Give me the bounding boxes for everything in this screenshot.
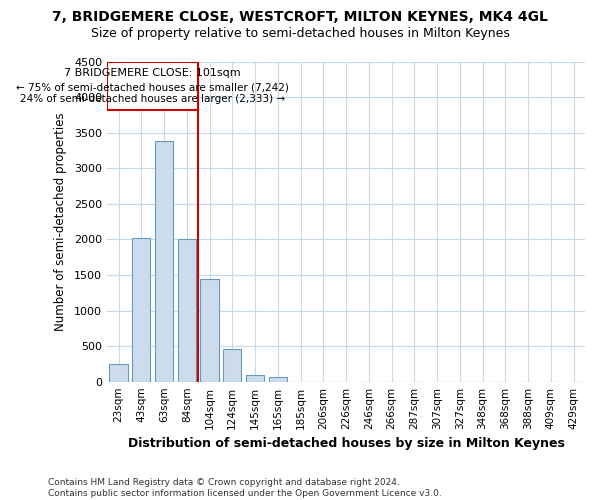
Text: 7 BRIDGEMERE CLOSE: 101sqm: 7 BRIDGEMERE CLOSE: 101sqm: [64, 68, 241, 78]
Bar: [132, 238, 151, 382]
Bar: [107, 62, 198, 110]
Bar: [269, 378, 287, 382]
Text: 24% of semi-detached houses are larger (2,333) →: 24% of semi-detached houses are larger (…: [20, 94, 285, 104]
Text: Contains HM Land Registry data © Crown copyright and database right 2024.
Contai: Contains HM Land Registry data © Crown c…: [48, 478, 442, 498]
Text: ← 75% of semi-detached houses are smaller (7,242): ← 75% of semi-detached houses are smalle…: [16, 82, 289, 92]
Y-axis label: Number of semi-detached properties: Number of semi-detached properties: [54, 112, 67, 331]
Text: Size of property relative to semi-detached houses in Milton Keynes: Size of property relative to semi-detach…: [91, 28, 509, 40]
Bar: [200, 278, 218, 382]
Bar: [178, 240, 196, 382]
Bar: [223, 349, 241, 382]
Bar: [109, 364, 128, 382]
X-axis label: Distribution of semi-detached houses by size in Milton Keynes: Distribution of semi-detached houses by …: [128, 437, 565, 450]
Bar: [155, 141, 173, 382]
Bar: [246, 374, 264, 382]
Text: 7, BRIDGEMERE CLOSE, WESTCROFT, MILTON KEYNES, MK4 4GL: 7, BRIDGEMERE CLOSE, WESTCROFT, MILTON K…: [52, 10, 548, 24]
